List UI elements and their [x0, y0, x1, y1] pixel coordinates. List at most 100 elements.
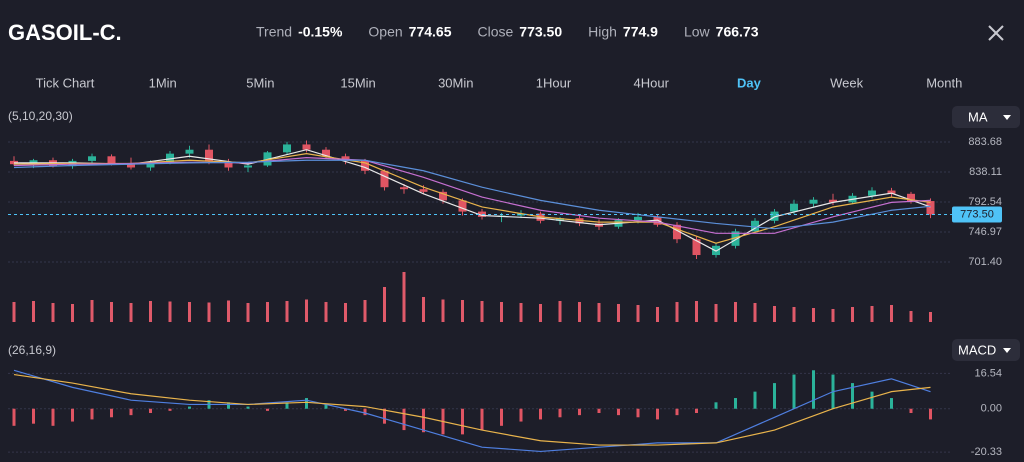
- stat-value: 773.50: [519, 24, 562, 40]
- volume-bar: [90, 300, 94, 322]
- volume-bar: [402, 272, 406, 322]
- last-price-tag: [952, 206, 1002, 223]
- macd-bar: [636, 408, 640, 418]
- volume-bar: [71, 304, 74, 322]
- macd-bar: [870, 391, 874, 409]
- timeframe-tab[interactable]: 15Min: [340, 75, 375, 90]
- candle-body: [127, 164, 135, 168]
- close-button[interactable]: [988, 25, 1004, 41]
- timeframe-tab[interactable]: Month: [926, 75, 962, 90]
- y-tick-label: 701.40: [968, 256, 1002, 268]
- volume-bar: [636, 305, 640, 322]
- candle-body: [244, 165, 252, 168]
- volume-bar: [870, 306, 874, 322]
- candle-body: [673, 224, 681, 240]
- dropdown-bg: [952, 339, 1020, 361]
- macd-dropdown[interactable]: MACD: [952, 339, 1020, 361]
- candle-body: [809, 199, 818, 204]
- volume-bar: [324, 302, 328, 322]
- macd-bar: [890, 398, 893, 409]
- candle-body: [790, 203, 798, 212]
- macd-bar: [500, 408, 503, 426]
- stat-value: 774.65: [409, 24, 452, 40]
- volume-bar: [422, 297, 425, 322]
- stat-label: Close: [478, 24, 514, 40]
- macd-bar: [753, 391, 757, 409]
- candle-body: [458, 200, 467, 212]
- volume-bar: [149, 301, 152, 322]
- candle-body: [731, 231, 740, 246]
- volume-bar: [792, 307, 796, 322]
- dropdown-arrow: [1003, 115, 1011, 120]
- candle-body: [770, 211, 779, 221]
- macd-bar: [344, 408, 347, 411]
- macd-bar: [383, 408, 386, 424]
- volume-bar: [519, 303, 523, 322]
- candle-body: [692, 239, 701, 256]
- y-tick-label: 746.97: [968, 226, 1002, 238]
- dropdown-bg: [952, 106, 1020, 128]
- macd-bar: [792, 374, 796, 409]
- macd-bar: [324, 404, 328, 409]
- candle-body: [302, 144, 311, 150]
- ma-params: (5,10,20,30): [8, 109, 73, 123]
- y-tick-label: 792.54: [968, 196, 1002, 208]
- volume-bar: [110, 302, 113, 322]
- symbol: GASOIL-C.: [8, 20, 122, 45]
- candle-body: [341, 156, 350, 161]
- volume-bar: [51, 303, 55, 322]
- y-tick-label: 883.68: [968, 136, 1002, 148]
- volume-bar: [812, 308, 815, 322]
- macd-bar: [578, 408, 581, 416]
- timeframe-tab[interactable]: Day: [737, 75, 762, 90]
- timeframe-tab[interactable]: 1Hour: [536, 75, 572, 90]
- candle-body: [634, 216, 642, 221]
- macd-bar: [597, 408, 601, 413]
- volume-bar: [227, 300, 230, 322]
- macd-bar: [851, 383, 854, 409]
- macd-bar: [402, 408, 406, 431]
- candle-body: [907, 193, 915, 202]
- macd-bar: [714, 402, 718, 409]
- close-icon: [988, 25, 1004, 41]
- timeframe-tab[interactable]: 1Min: [149, 75, 177, 90]
- volume-bar: [753, 303, 757, 322]
- candle-body: [146, 162, 155, 168]
- volume-bar: [500, 302, 503, 322]
- volume-bar: [305, 299, 308, 322]
- candle-body: [29, 160, 38, 165]
- candle-body: [283, 144, 291, 153]
- macd-bar: [32, 408, 35, 424]
- volume-bar: [383, 287, 386, 322]
- macd-bar: [188, 406, 191, 409]
- volume-bar: [558, 301, 562, 322]
- volume-bar: [266, 302, 269, 322]
- macd-bar: [305, 398, 308, 409]
- stat-value: -0.15%: [298, 24, 343, 40]
- macd-bar: [266, 408, 269, 411]
- timeframe-tab[interactable]: 5Min: [246, 75, 274, 90]
- indicator-line: [14, 149, 931, 252]
- macd-bar: [246, 406, 250, 409]
- ma-dropdown[interactable]: MA: [952, 106, 1020, 128]
- macd-bar: [519, 408, 523, 422]
- y-tick-label: 0.00: [981, 403, 1002, 415]
- timeframe-tab[interactable]: Week: [830, 75, 863, 90]
- volume-bar: [909, 311, 913, 322]
- volume-bar: [461, 300, 464, 322]
- timeframe-tab[interactable]: Tick Chart: [36, 75, 95, 90]
- macd-bar: [695, 408, 698, 413]
- volume-bar: [929, 312, 932, 322]
- volume-bar: [129, 303, 133, 322]
- volume-bar: [441, 299, 445, 322]
- macd-bar: [129, 408, 133, 416]
- macd-bar: [422, 408, 425, 433]
- candle-body: [107, 156, 116, 165]
- indicator-line: [13, 159, 931, 230]
- volume-bar: [480, 301, 484, 322]
- macd-bar: [149, 408, 152, 413]
- timeframe-tab[interactable]: 4Hour: [633, 75, 669, 90]
- volume-bar: [734, 302, 737, 322]
- timeframe-tab[interactable]: 30Min: [438, 75, 473, 90]
- volume-bar: [285, 301, 289, 322]
